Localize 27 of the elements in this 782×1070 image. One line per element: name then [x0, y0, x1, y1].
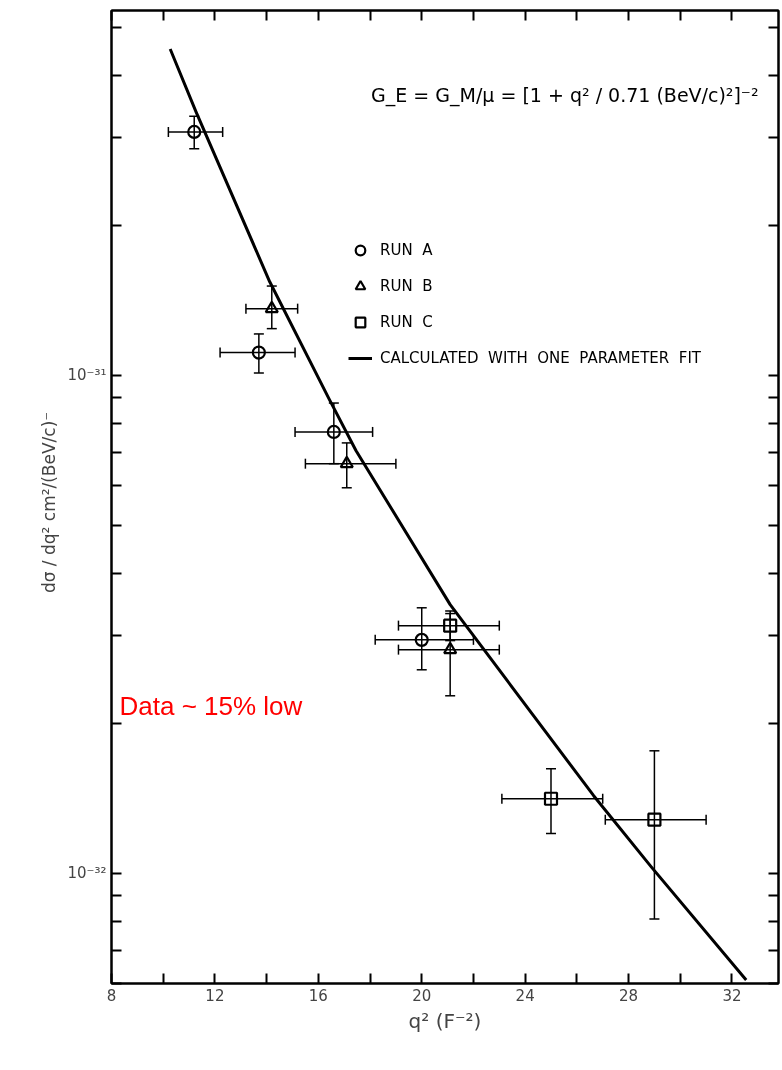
point: [543, 791, 559, 806]
x-tick-label: 12: [205, 986, 225, 1005]
annotation: G_E = G_M/μ = [1 + q² / 0.71 (BeV/c)²]⁻²: [371, 83, 759, 107]
legend-label: RUN B: [380, 277, 433, 295]
y-tick-label: 10⁻³²: [67, 864, 107, 883]
point: [414, 632, 429, 647]
point: [251, 345, 266, 360]
point: [647, 812, 662, 827]
point: [443, 641, 458, 655]
legend-label: CALCULATED WITH ONE PARAMETER FIT: [380, 349, 701, 367]
point: [326, 424, 341, 440]
point: [339, 455, 354, 469]
legend-label: RUN A: [380, 241, 433, 259]
y-axis-title: dσ / dq² cm²/(BeV/c)⁻: [39, 411, 60, 594]
point: [187, 124, 202, 139]
annotation: Data ~ 15% low: [119, 690, 303, 721]
x-tick-label: 32: [722, 986, 742, 1005]
x-tick-label: 16: [308, 986, 328, 1005]
x-tick-label: 28: [619, 986, 639, 1005]
x-tick-label: 24: [515, 986, 535, 1005]
y-tick-label: 10⁻³¹: [67, 366, 107, 385]
point: [443, 618, 458, 633]
x-axis-title: q² (F⁻²): [408, 1008, 482, 1033]
x-tick-label: 20: [412, 986, 432, 1005]
legend-label: RUN C: [380, 313, 433, 331]
point: [264, 300, 279, 314]
x-tick-label: 8: [106, 986, 117, 1005]
